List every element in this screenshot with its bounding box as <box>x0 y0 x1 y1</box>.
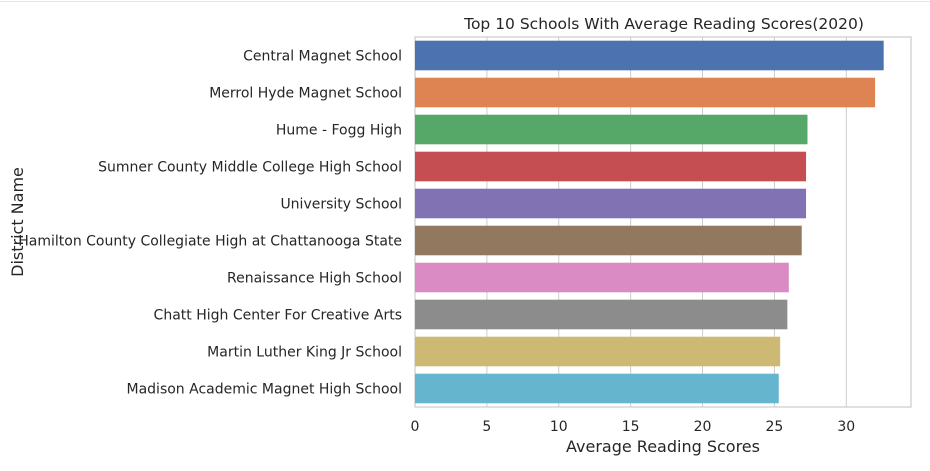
x-tick-label: 20 <box>694 419 712 435</box>
bar <box>415 151 807 182</box>
category-labels: Central Magnet School Merrol Hyde Magnet … <box>18 49 402 398</box>
bar <box>415 299 788 330</box>
bar <box>415 373 779 404</box>
bar <box>415 225 802 256</box>
top-border-line <box>0 1 930 2</box>
x-tick-labels: 0 5 10 15 20 25 30 <box>411 419 856 435</box>
y-axis-label: District Name <box>8 167 27 277</box>
x-tick-label: 5 <box>482 419 491 435</box>
x-tick-label: 0 <box>411 419 420 435</box>
x-tick-label: 15 <box>622 419 640 435</box>
bars <box>415 40 884 404</box>
category-label: Sumner County Middle College High School <box>98 160 402 176</box>
category-label: Madison Academic Magnet High School <box>127 382 402 398</box>
category-label: University School <box>280 197 402 213</box>
x-tick-label: 25 <box>766 419 784 435</box>
bar <box>415 336 781 367</box>
x-axis-label: Average Reading Scores <box>566 437 760 456</box>
category-label: Hume - Fogg High <box>276 123 402 139</box>
bar <box>415 77 876 108</box>
x-tick-label: 10 <box>550 419 568 435</box>
category-label: Merrol Hyde Magnet School <box>209 86 402 102</box>
bar <box>415 188 807 219</box>
category-label: Martin Luther King Jr School <box>207 345 402 361</box>
category-label: Hamilton County Collegiate High at Chatt… <box>18 234 402 250</box>
chart-title: Top 10 Schools With Average Reading Scor… <box>463 15 864 33</box>
x-tick-label: 30 <box>837 419 855 435</box>
category-label: Chatt High Center For Creative Arts <box>154 308 402 324</box>
bar <box>415 262 789 293</box>
category-label: Central Magnet School <box>243 49 402 65</box>
bar <box>415 114 808 145</box>
category-label: Renaissance High School <box>227 271 402 287</box>
bar <box>415 40 884 71</box>
